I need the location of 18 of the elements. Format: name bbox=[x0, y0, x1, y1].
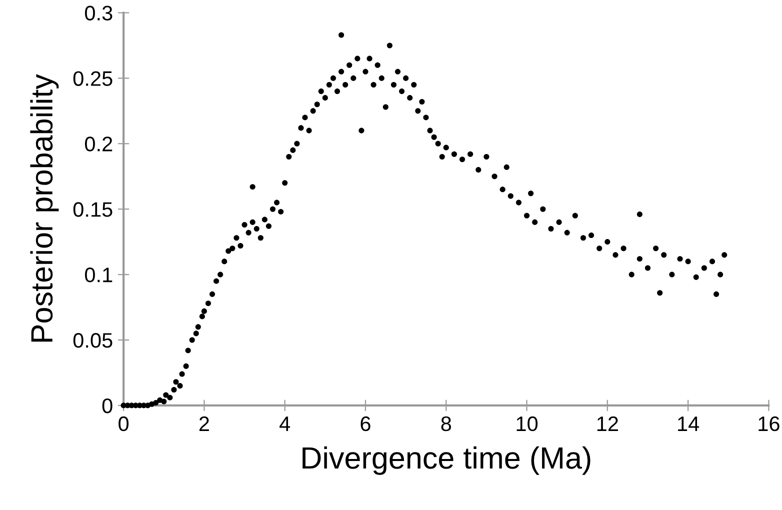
y-tick-label: 0.2 bbox=[84, 136, 112, 152]
x-tick-label: 4 bbox=[280, 416, 290, 431]
x-tick-label: 2 bbox=[199, 416, 209, 431]
x-tick-label: 8 bbox=[441, 416, 452, 432]
y-tick-label: 0.15 bbox=[73, 202, 112, 217]
x-tick-label: 6 bbox=[360, 416, 370, 432]
y-tick-label: 0.25 bbox=[73, 71, 112, 86]
x-axis-title: Divergence time (Ma) bbox=[302, 446, 590, 475]
x-tick-label: 14 bbox=[678, 416, 700, 431]
x-tick-label: 12 bbox=[597, 416, 618, 431]
x-tick-label: 16 bbox=[758, 416, 780, 432]
y-tick-label: 0.3 bbox=[84, 6, 112, 21]
y-tick-label: 0.1 bbox=[84, 268, 112, 282]
x-tick-label: 0 bbox=[118, 416, 129, 432]
y-tick-label: 0 bbox=[102, 398, 112, 414]
y-tick-label: 0.05 bbox=[73, 333, 112, 348]
y-axis-title: Posterior probability bbox=[30, 74, 59, 342]
x-tick-label: 10 bbox=[516, 416, 538, 432]
